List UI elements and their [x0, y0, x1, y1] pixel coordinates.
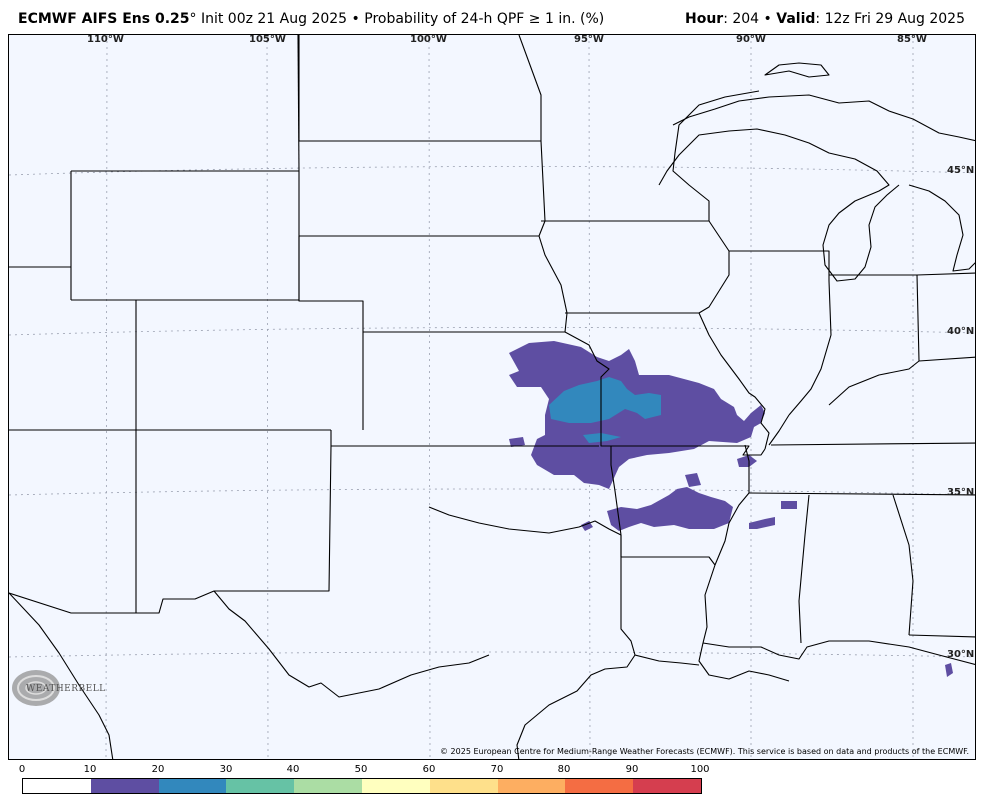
prob-area-small-1 [685, 473, 701, 487]
prob-area-small-2 [749, 517, 775, 529]
logo-swirl-icon [12, 670, 60, 706]
legend-swatch [361, 779, 430, 793]
header: ECMWF AIFS Ens 0.25° Init 00z 21 Aug 202… [0, 0, 984, 34]
color-legend: 0 10 20 30 40 50 60 70 80 90 100 [18, 764, 710, 794]
map-panel: 110°W 105°W 100°W 95°W 90°W 85°W 45°N 40… [8, 34, 976, 760]
legend-swatch [23, 779, 91, 793]
prob-area-small-7 [945, 663, 953, 677]
legend-swatch [429, 779, 498, 793]
legend-tick: 80 [557, 764, 571, 775]
legend-tick: 100 [690, 764, 710, 775]
lon-label-110: 110°W [87, 34, 124, 45]
lat-label-45: 45°N [947, 165, 975, 176]
lat-label-30: 30°N [947, 649, 975, 660]
legend-swatch [226, 779, 295, 793]
copyright-notice: © 2025 European Centre for Medium-Range … [440, 747, 969, 756]
graticule [9, 35, 975, 759]
valid-info: Hour: 204 • Valid: 12z Fri 29 Aug 2025 [685, 11, 965, 27]
legend-swatch [158, 779, 227, 793]
legend-color-bar [22, 778, 702, 794]
logo-text: WEATHERBELL [26, 684, 106, 694]
weatherbell-logo: WEATHERBELL [6, 664, 105, 712]
prob-area-20-30-b [583, 433, 621, 443]
prob-area-10-20-b [607, 487, 733, 531]
boundaries [9, 35, 975, 759]
product-name: Probability of 24-h QPF ≥ 1 in. (%) [364, 11, 605, 27]
map-title: ECMWF AIFS Ens 0.25° Init 00z 21 Aug 202… [18, 11, 604, 27]
prob-area-20-30 [549, 377, 661, 423]
probability-areas [509, 341, 953, 677]
map-canvas [9, 35, 975, 759]
legend-tick: 10 [83, 764, 97, 775]
legend-swatch [497, 779, 566, 793]
legend-tick: 70 [490, 764, 504, 775]
legend-tick: 20 [151, 764, 165, 775]
legend-tick: 50 [354, 764, 368, 775]
legend-tick: 90 [625, 764, 639, 775]
legend-swatch [565, 779, 634, 793]
prob-area-small-5 [581, 521, 593, 531]
hour-label: Hour [684, 11, 724, 27]
legend-tick: 30 [219, 764, 233, 775]
valid-value: : 12z Fri 29 Aug 2025 [815, 11, 965, 27]
legend-tick: 40 [286, 764, 300, 775]
legend-swatch [294, 779, 362, 793]
prob-area-small-6 [737, 455, 757, 467]
prob-area-10-20 [509, 341, 765, 489]
hour-value: : 204 [723, 11, 760, 27]
bullet-separator-2: • [759, 11, 777, 27]
lon-label-100: 100°W [410, 34, 447, 45]
lat-label-35: 35°N [947, 487, 975, 498]
valid-label: Valid [776, 11, 816, 27]
lon-label-105: 105°W [249, 34, 286, 45]
legend-tick: 60 [422, 764, 436, 775]
prob-area-small-3 [781, 501, 797, 509]
lat-label-40: 40°N [947, 326, 975, 337]
lon-label-95: 95°W [574, 34, 604, 45]
model-name: ECMWF AIFS Ens 0.25 [18, 11, 190, 27]
lon-label-85: 85°W [897, 34, 927, 45]
legend-swatch [90, 779, 159, 793]
legend-tick: 0 [18, 764, 26, 775]
legend-swatch [633, 779, 701, 793]
degree-symbol: ° [189, 11, 197, 27]
prob-area-small-4 [509, 437, 525, 447]
lon-label-90: 90°W [736, 34, 766, 45]
init-time: Init 00z 21 Aug 2025 [196, 11, 348, 27]
bullet-separator: • [347, 11, 365, 27]
